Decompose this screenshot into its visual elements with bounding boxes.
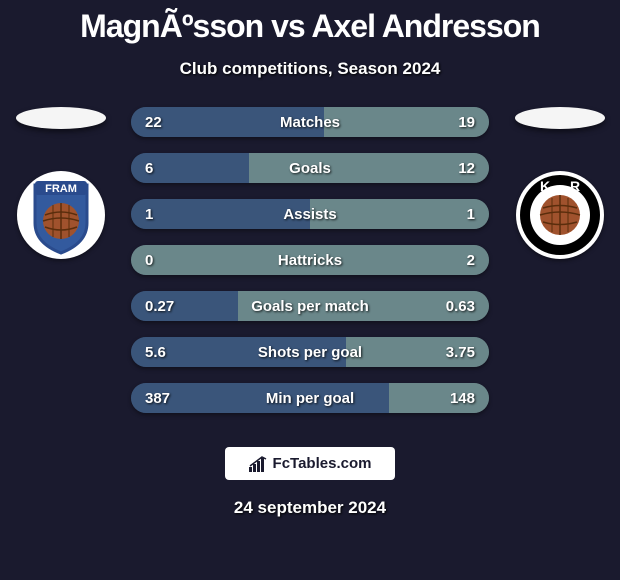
stat-row: 0.270.63Goals per match bbox=[131, 291, 489, 321]
fram-crest-icon: FRAM bbox=[21, 175, 101, 255]
comparison-card: MagnÃºsson vs Axel Andresson Club compet… bbox=[0, 0, 620, 518]
kr-crest-icon: K R bbox=[518, 173, 602, 257]
stat-label: Assists bbox=[131, 199, 489, 229]
subtitle: Club competitions, Season 2024 bbox=[0, 59, 620, 79]
platform-right bbox=[515, 107, 605, 129]
stat-label: Goals bbox=[131, 153, 489, 183]
stat-row: 2219Matches bbox=[131, 107, 489, 137]
branding-text: FcTables.com bbox=[273, 455, 372, 472]
branding-row: FcTables.com bbox=[0, 447, 620, 480]
svg-text:R: R bbox=[570, 178, 580, 194]
stat-row: 02Hattricks bbox=[131, 245, 489, 275]
svg-text:FRAM: FRAM bbox=[45, 183, 77, 195]
fctables-icon bbox=[249, 456, 269, 472]
crest-right: K R bbox=[516, 171, 604, 259]
svg-text:K: K bbox=[540, 178, 550, 194]
content-row: FRAM 2219Matches 612Goals 11Assists 02Hattr… bbox=[0, 107, 620, 429]
page-title: MagnÃºsson vs Axel Andresson bbox=[0, 8, 620, 45]
stat-label: Hattricks bbox=[131, 245, 489, 275]
stat-row: 11Assists bbox=[131, 199, 489, 229]
stat-row: 387148Min per goal bbox=[131, 383, 489, 413]
left-column: FRAM bbox=[8, 107, 113, 259]
date-text: 24 september 2024 bbox=[0, 498, 620, 518]
stat-label: Shots per goal bbox=[131, 337, 489, 367]
stats-column: 2219Matches 612Goals 11Assists 02Hattricks 0… bbox=[113, 107, 507, 429]
crest-left: FRAM bbox=[17, 171, 105, 259]
stat-row: 5.63.75Shots per goal bbox=[131, 337, 489, 367]
right-column: K R bbox=[507, 107, 612, 259]
stat-label: Goals per match bbox=[131, 291, 489, 321]
stat-label: Matches bbox=[131, 107, 489, 137]
platform-left bbox=[16, 107, 106, 129]
branding-box: FcTables.com bbox=[225, 447, 396, 480]
stat-label: Min per goal bbox=[131, 383, 489, 413]
stat-row: 612Goals bbox=[131, 153, 489, 183]
